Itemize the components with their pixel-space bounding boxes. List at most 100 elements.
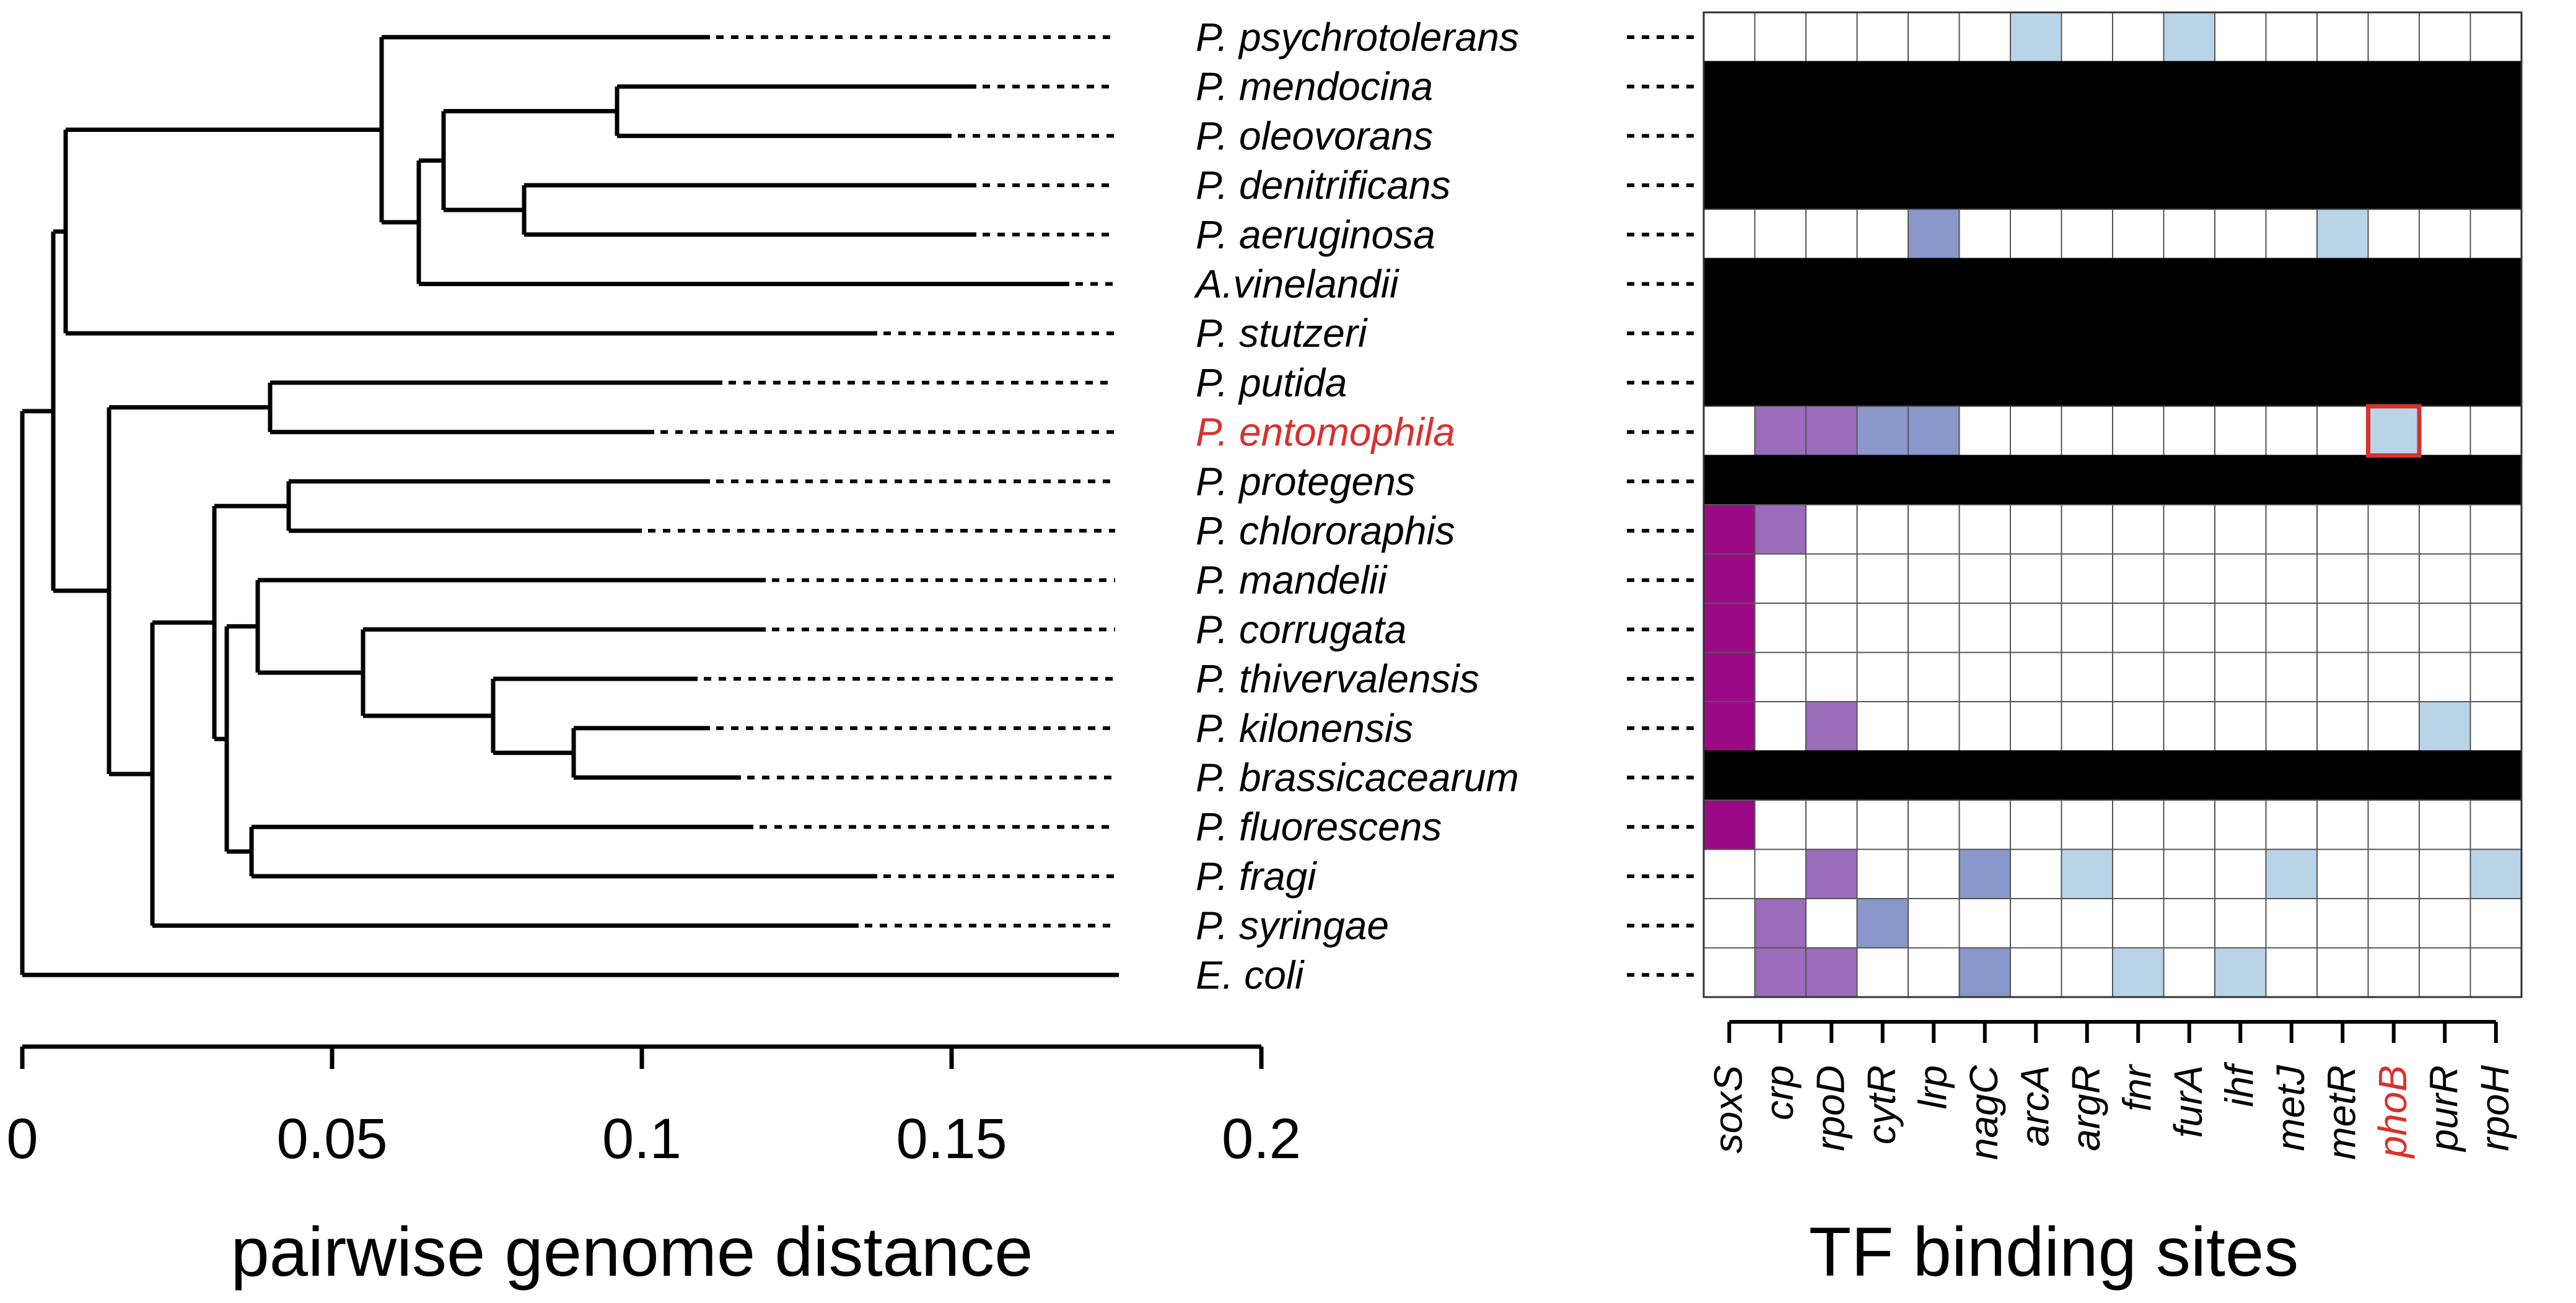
- heatmap-cell: [1754, 750, 1807, 801]
- heatmap-cell: [2214, 848, 2267, 899]
- heatmap-cell: [1958, 209, 2011, 259]
- distance-tick-label: 0.2: [1222, 1107, 1301, 1170]
- heatmap-cell: [1856, 701, 1909, 752]
- heatmap-cell: [2163, 750, 2215, 801]
- heatmap-cell: [2061, 553, 2113, 604]
- heatmap-cell: [1754, 898, 1807, 949]
- heatmap-cell: [2010, 701, 2062, 752]
- heatmap-cell: [2163, 800, 2215, 850]
- distance-tick-label: 0.1: [602, 1107, 681, 1170]
- heatmap-cell: [1856, 898, 1909, 949]
- species-label: P. oleovorans: [1196, 113, 1433, 158]
- heatmap-cell: [1856, 12, 1909, 63]
- heatmap-cell: [2469, 159, 2522, 210]
- heatmap-cell: [1805, 455, 1858, 505]
- heatmap-cell: [1805, 110, 1858, 161]
- heatmap-cell: [2010, 209, 2062, 259]
- heatmap-cell: [1856, 848, 1909, 899]
- heatmap-cell: [2163, 61, 2215, 111]
- heatmap-cell: [2265, 159, 2318, 210]
- heatmap-cell: [2469, 603, 2522, 653]
- heatmap-cell: [2010, 750, 2062, 801]
- heatmap-cell: [2061, 12, 2113, 63]
- tf-label: fnr: [2114, 1063, 2159, 1111]
- heatmap-cell: [2367, 406, 2420, 456]
- heatmap-cell: [1908, 307, 1960, 358]
- heatmap-cell: [2265, 750, 2318, 801]
- heatmap-cell: [2265, 356, 2318, 407]
- heatmap-cell: [2469, 12, 2522, 63]
- heatmap-cell: [2316, 159, 2369, 210]
- heatmap-cell: [2061, 701, 2113, 752]
- heatmap-cell: [1805, 307, 1858, 358]
- heatmap-cell: [2214, 12, 2267, 63]
- heatmap-cell: [2316, 603, 2369, 653]
- tf-label: lrp: [1910, 1065, 1955, 1109]
- heatmap-cell: [1958, 110, 2011, 161]
- heatmap-cell: [2469, 701, 2522, 752]
- heatmap-cell: [2061, 356, 2113, 407]
- heatmap-cell: [1856, 947, 1909, 998]
- heatmap-cell: [2316, 356, 2369, 407]
- heatmap-cell: [2265, 258, 2318, 308]
- heatmap-cell: [2419, 61, 2471, 111]
- heatmap-cell: [1805, 898, 1858, 949]
- heatmap-cell: [2367, 159, 2420, 210]
- heatmap-cell: [1908, 652, 1960, 702]
- heatmap-cell: [2112, 800, 2165, 850]
- species-label: P. chlororaphis: [1196, 508, 1455, 553]
- heatmap-cell: [2367, 750, 2420, 801]
- tf-axis: soxS crp rpoD cytR lrp nagC arcA argR fnr furA ihf…: [1706, 1020, 2517, 1160]
- distance-tick-label: 0.05: [276, 1107, 387, 1170]
- heatmap-cell: [2367, 553, 2420, 604]
- heatmap-cell: [2163, 504, 2215, 555]
- heatmap-cell: [2010, 12, 2062, 63]
- heatmap-cell: [1754, 800, 1807, 850]
- heatmap-cell: [2469, 209, 2522, 259]
- heatmap-cell: [1908, 800, 1960, 850]
- heatmap-cell: [1856, 406, 1909, 456]
- heatmap-cell: [1958, 848, 2011, 899]
- heatmap-cell: [1805, 652, 1858, 702]
- heatmap-cell: [2163, 848, 2215, 899]
- heatmap-cell: [2163, 553, 2215, 604]
- heatmap-cell: [2214, 504, 2267, 555]
- heatmap-cell: [2419, 356, 2471, 407]
- heatmap-cell: [1754, 159, 1807, 210]
- tf-label: rpoD: [1808, 1065, 1852, 1151]
- heatmap-cell: [1754, 406, 1807, 456]
- heatmap-cell: [2214, 455, 2267, 505]
- heatmap-cell: [2367, 61, 2420, 111]
- heatmap-cell: [1908, 848, 1960, 899]
- heatmap-cell: [2316, 848, 2369, 899]
- heatmap-cell: [1754, 209, 1807, 259]
- heatmap-cell: [2061, 307, 2113, 358]
- heatmap-cell: [1703, 504, 1756, 555]
- heatmap-cell: [2010, 455, 2062, 505]
- heatmap-cell: [2316, 307, 2369, 358]
- heatmap-cell: [2163, 603, 2215, 653]
- species-label: P. psychrotolerans: [1196, 15, 1519, 59]
- heatmap-cell: [1958, 750, 2011, 801]
- heatmap-cell: [2061, 61, 2113, 111]
- heatmap-cell: [1908, 553, 1960, 604]
- heatmap-cell: [2112, 209, 2165, 259]
- heatmap-cell: [1856, 800, 1909, 850]
- species-label: P. brassicacearum: [1196, 756, 1519, 800]
- heatmap-cell: [2112, 356, 2165, 407]
- heatmap-cell: [1805, 406, 1858, 456]
- heatmap-cell: [1754, 553, 1807, 604]
- heatmap-cell: [2469, 504, 2522, 555]
- heatmap-cell: [2214, 898, 2267, 949]
- heatmap-cell: [2214, 307, 2267, 358]
- heatmap-cell: [2419, 455, 2471, 505]
- heatmap-cell: [1754, 701, 1807, 752]
- heatmap-cell: [1908, 12, 1960, 63]
- heatmap-cell: [1908, 603, 1960, 653]
- heatmap-cell: [2163, 406, 2215, 456]
- heatmap-cell: [2061, 848, 2113, 899]
- heatmap-cell: [1958, 455, 2011, 505]
- heatmap-cell: [1754, 12, 1807, 63]
- heatmap-cell: [1856, 110, 1909, 161]
- heatmap-cell: [2061, 898, 2113, 949]
